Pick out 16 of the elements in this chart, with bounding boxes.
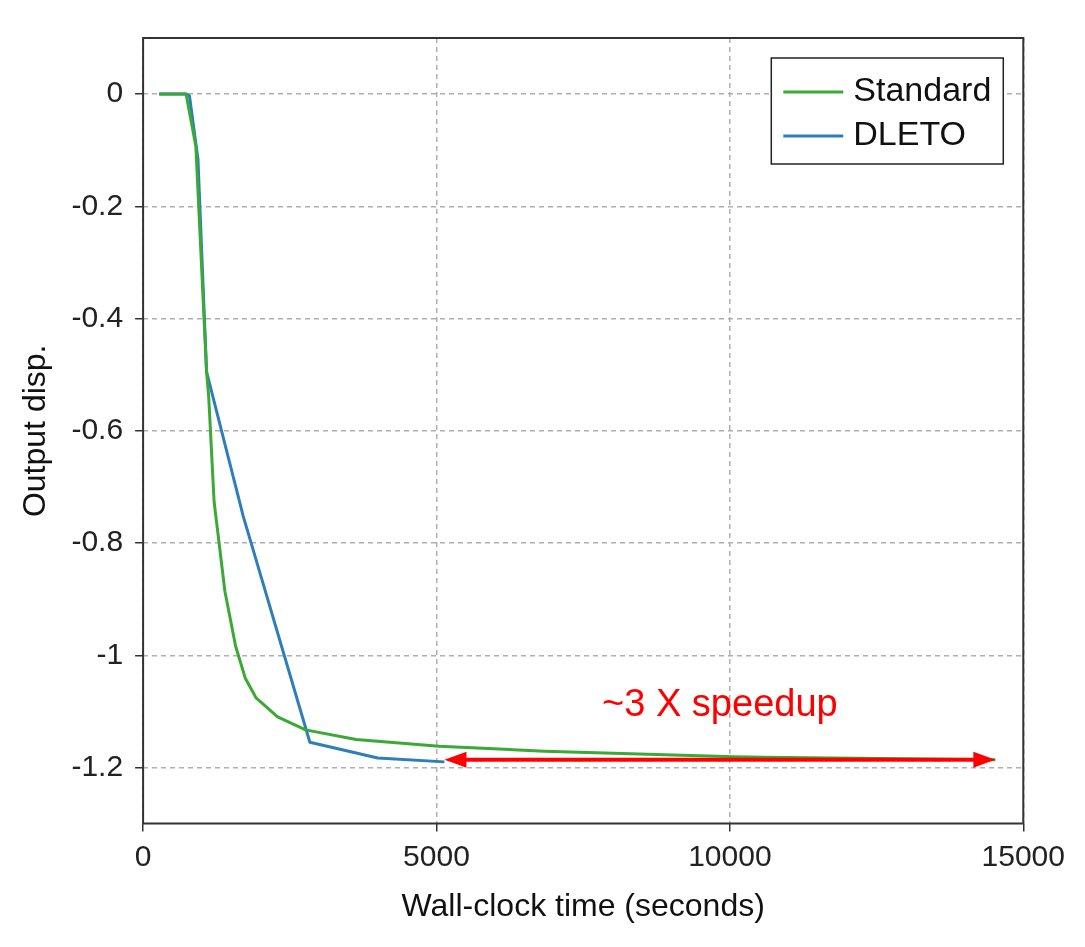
legend-label: Standard: [853, 70, 992, 109]
y-tick-label: -0.2: [71, 187, 124, 221]
x-axis-title: Wall-clock time (seconds): [401, 886, 765, 923]
annotation: ~3 X speedup: [602, 682, 838, 725]
legend-label: DLETO: [853, 114, 967, 153]
y-tick-label: -0.6: [71, 412, 124, 446]
y-tick-label: -1: [96, 636, 124, 670]
y-tick-label: -0.8: [71, 524, 124, 558]
y-tick-label: 0: [106, 75, 124, 109]
x-tick-label: 5000: [403, 838, 470, 872]
x-tick-label: 0: [134, 838, 152, 872]
x-tick-label: 10000: [688, 838, 772, 872]
y-tick-label: -1.2: [71, 748, 124, 782]
y-axis-title: Output disp.: [16, 344, 53, 518]
x-tick-label: 15000: [981, 838, 1066, 872]
y-tick-label: -0.4: [71, 299, 124, 333]
